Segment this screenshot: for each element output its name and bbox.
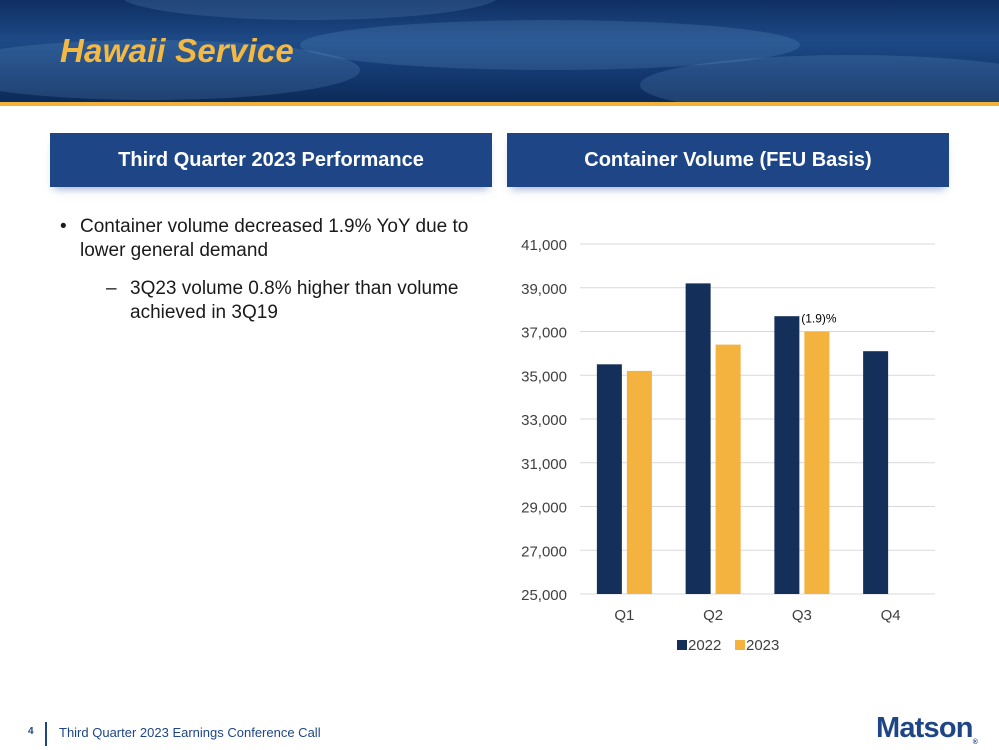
performance-header: Third Quarter 2023 Performance <box>50 133 492 187</box>
footer-divider <box>45 722 47 746</box>
y-tick-label: 37,000 <box>521 325 567 342</box>
performance-bullets: • Container volume decreased 1.9% YoY du… <box>58 215 478 325</box>
legend-label-2023: 2023 <box>746 637 779 654</box>
header-rule <box>0 102 999 106</box>
bar-2023-Q1 <box>626 370 652 594</box>
x-tick-label: Q3 <box>792 607 812 624</box>
bar-2022-Q3 <box>774 316 800 594</box>
header-banner <box>0 0 999 102</box>
y-tick-label: 33,000 <box>521 412 567 429</box>
legend-label-2022: 2022 <box>688 637 721 654</box>
page-number: 4 <box>28 726 34 737</box>
y-tick-label: 31,000 <box>521 456 567 473</box>
bullet-volume: • Container volume decreased 1.9% YoY du… <box>58 215 478 263</box>
x-tick-label: Q4 <box>881 607 901 624</box>
legend-swatch-2023 <box>735 640 745 650</box>
bullet-dot-icon: • <box>60 216 67 237</box>
chart-header: Container Volume (FEU Basis) <box>507 133 949 187</box>
bar-2022-Q2 <box>685 283 711 594</box>
matson-logo: Matson® <box>876 712 978 746</box>
bullet-volume-text: Container volume decreased 1.9% YoY due … <box>80 216 469 261</box>
y-tick-label: 35,000 <box>521 368 567 385</box>
bar-2022-Q1 <box>596 364 622 594</box>
sub-bullet-3q19-text: 3Q23 volume 0.8% higher than volume achi… <box>130 278 459 323</box>
y-tick-label: 39,000 <box>521 281 567 298</box>
dash-icon: – <box>106 278 117 299</box>
y-tick-label: 41,000 <box>521 237 567 254</box>
footer-text: Third Quarter 2023 Earnings Conference C… <box>59 725 321 740</box>
bar-2022-Q4 <box>863 351 889 594</box>
y-tick-label: 25,000 <box>521 587 567 604</box>
y-tick-label: 29,000 <box>521 500 567 517</box>
legend-swatch-2022 <box>677 640 687 650</box>
bar-2023-Q3 <box>804 331 830 594</box>
x-tick-label: Q2 <box>703 607 723 624</box>
page-title: Hawaii Service <box>60 32 294 69</box>
x-tick-label: Q1 <box>614 607 634 624</box>
y-tick-label: 27,000 <box>521 543 567 560</box>
yoy-change-label: (1.9)% <box>801 312 837 326</box>
bar-2023-Q2 <box>715 344 741 594</box>
sub-bullet-3q19: – 3Q23 volume 0.8% higher than volume ac… <box>58 277 478 325</box>
